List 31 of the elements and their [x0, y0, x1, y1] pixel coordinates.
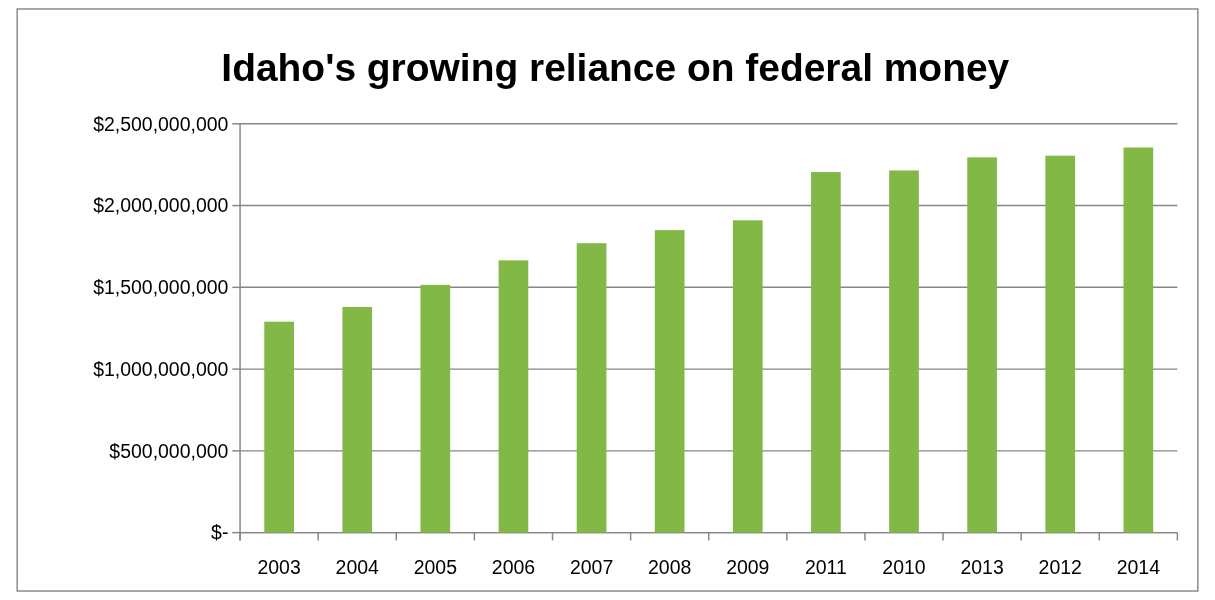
- x-tick-label: 2007: [569, 556, 614, 579]
- x-tick-label: 2014: [1116, 556, 1161, 579]
- y-tick-label: $1,500,000,000: [93, 276, 229, 299]
- bar: [732, 220, 763, 533]
- x-tick-label: 2009: [726, 556, 770, 579]
- bar: [576, 243, 607, 533]
- y-tick-label: $2,000,000,000: [93, 194, 229, 217]
- bar: [1045, 155, 1076, 533]
- chart-title: Idaho's growing reliance on federal money: [221, 46, 1010, 89]
- x-tick-label: 2005: [413, 556, 457, 579]
- bar: [342, 306, 373, 533]
- x-tick-label: 2008: [648, 556, 692, 579]
- bar: [889, 170, 919, 533]
- x-tick-label: 2006: [491, 556, 536, 579]
- bar: [1123, 147, 1154, 533]
- x-tick-label: 2013: [960, 556, 1004, 579]
- x-tick-label: 2010: [882, 556, 926, 579]
- y-tick-label: $500,000,000: [109, 439, 229, 462]
- bar: [420, 284, 451, 533]
- bar: [811, 172, 841, 533]
- y-tick-label: $1,000,000,000: [93, 357, 229, 380]
- bar: [967, 157, 997, 533]
- y-tick-label: $-: [211, 521, 229, 544]
- bar: [498, 260, 529, 533]
- x-tick-label: 2004: [335, 556, 380, 579]
- bar: [654, 230, 685, 533]
- x-tick-label: 2011: [804, 556, 847, 579]
- x-tick-label: 2012: [1038, 556, 1082, 579]
- x-tick-label: 2003: [257, 556, 301, 579]
- bar: [264, 321, 294, 533]
- y-tick-label: $2,500,000,000: [93, 112, 229, 135]
